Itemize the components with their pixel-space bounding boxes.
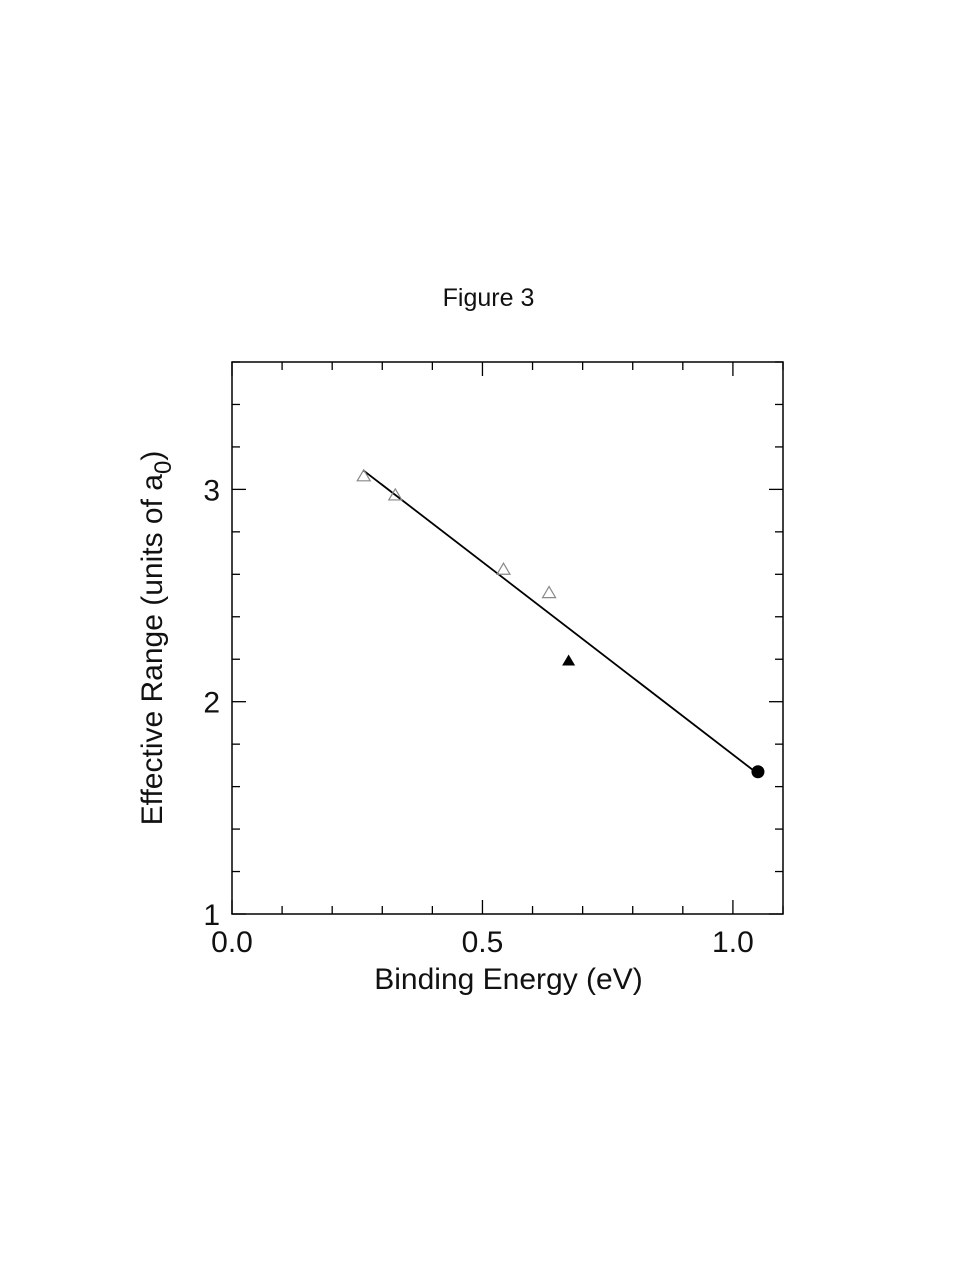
y-axis-label-subscript: 0 bbox=[150, 461, 177, 474]
x-tick-label: 0.0 bbox=[211, 926, 253, 959]
data-point-triangle-filled bbox=[562, 654, 576, 666]
x-tick-label: 0.5 bbox=[462, 926, 504, 959]
tick-labels: 0.0 0.5 1.0 1 2 3 bbox=[203, 474, 753, 959]
data-point-circle bbox=[751, 765, 765, 779]
y-axis-label-close: ) bbox=[136, 451, 169, 461]
data-point-triangle-open bbox=[495, 562, 512, 575]
y-axis-label: Effective Range (units of a0) bbox=[136, 451, 177, 826]
data-point-triangle-open bbox=[387, 487, 403, 501]
y-tick-label: 1 bbox=[203, 899, 220, 932]
plot-frame bbox=[231, 361, 784, 915]
y-axis-label-main: Effective Range (units of a bbox=[136, 474, 169, 826]
fit-line-group bbox=[362, 469, 759, 775]
y-tick-label: 3 bbox=[203, 474, 220, 507]
data-points bbox=[356, 468, 765, 779]
axis-ticks bbox=[231, 361, 784, 915]
data-point-triangle-open bbox=[356, 468, 372, 482]
fit-line bbox=[362, 469, 759, 775]
x-tick-label: 1.0 bbox=[712, 926, 754, 959]
figure-title: Figure 3 bbox=[442, 284, 535, 312]
data-point-triangle-open bbox=[541, 585, 557, 599]
y-tick-label: 2 bbox=[203, 687, 220, 720]
x-axis-label: Binding Energy (eV) bbox=[374, 963, 642, 996]
